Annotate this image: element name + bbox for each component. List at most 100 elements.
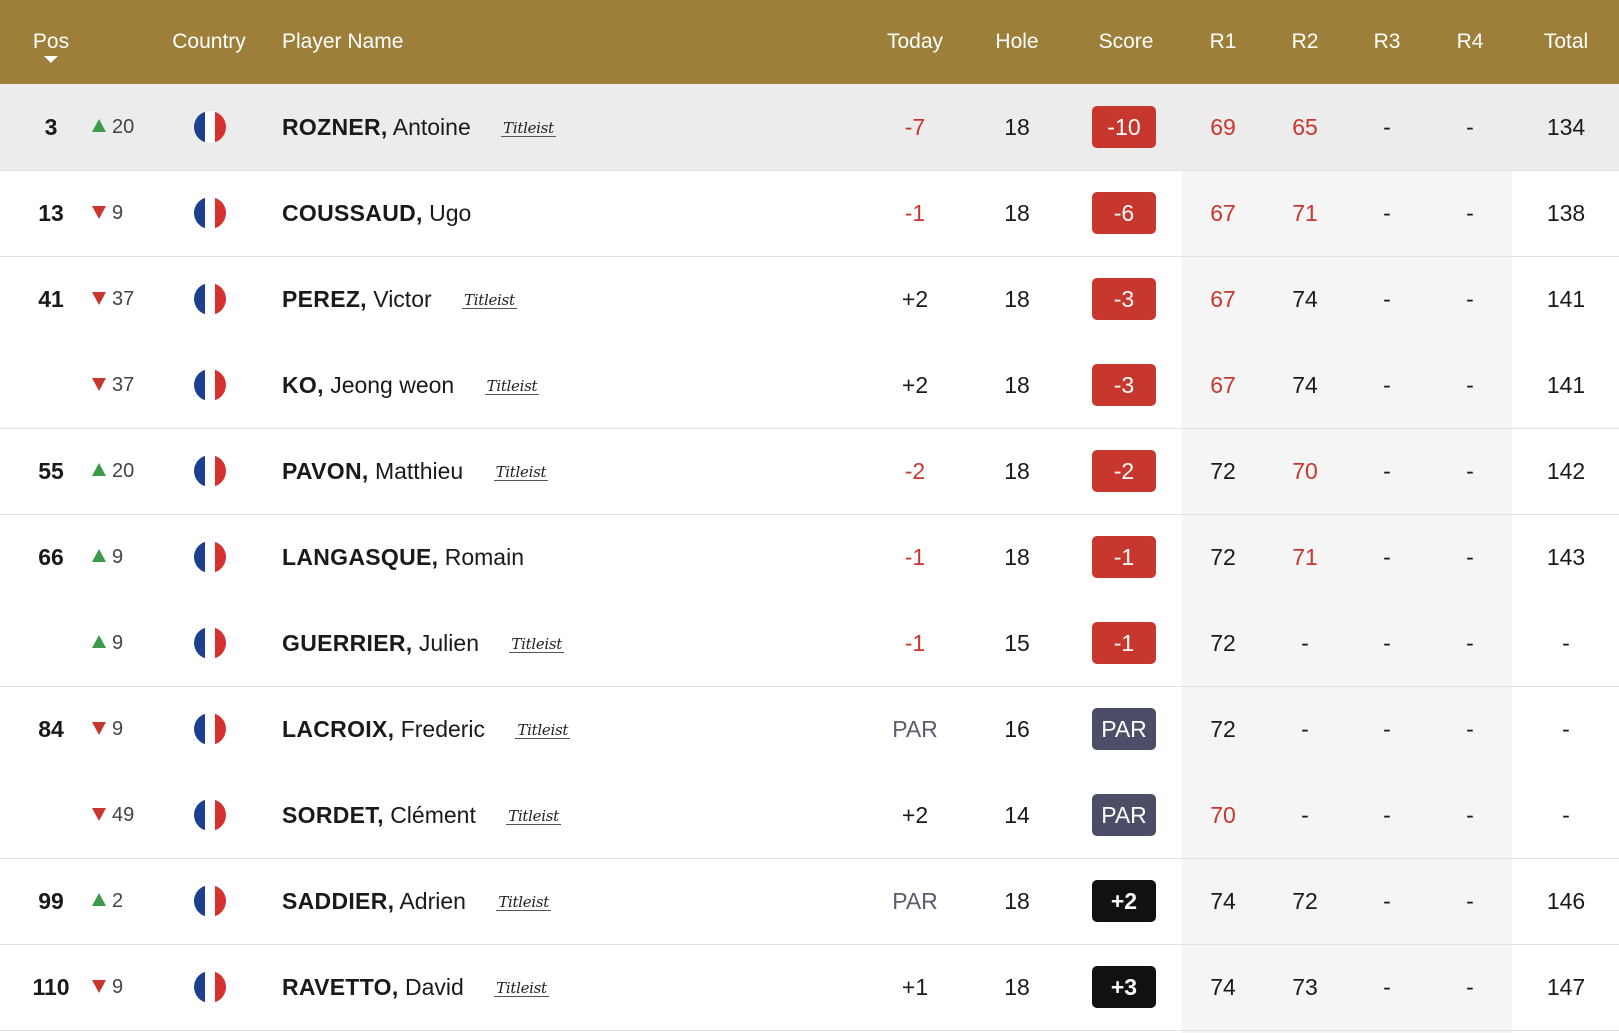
movement-value: 20 (112, 460, 135, 482)
round-3-score: - (1383, 802, 1391, 828)
position-movement: 9 (92, 514, 123, 600)
round-3-score: - (1383, 544, 1391, 570)
today-score: -1 (904, 544, 926, 570)
player-row[interactable]: 66 9 LANGASQUE, Romain -1 18 -1 72 71 - … (0, 514, 1619, 600)
sponsor-logo: Titleist (501, 119, 556, 138)
player-first-name: Ugo (429, 200, 472, 226)
position-movement: 9 (92, 170, 123, 256)
score-badge: PAR (1092, 794, 1156, 836)
round-1-score: 74 (1210, 974, 1236, 1000)
sponsor-logo: Titleist (462, 291, 517, 310)
sponsor-logo: Titleist (484, 377, 540, 396)
hole: 15 (1004, 630, 1030, 656)
player-first-name: Julien (418, 630, 479, 656)
row-divider (0, 428, 1619, 429)
hole: 18 (1004, 974, 1030, 1000)
position-movement: 9 (92, 944, 123, 1030)
player-name[interactable]: SADDIER, Adrien Titleist (282, 858, 551, 944)
total-score: 141 (1546, 286, 1586, 312)
player-row[interactable]: 37 KO, Jeong weon Titleist +2 18 -3 67 7… (0, 342, 1619, 429)
round-3-score: - (1383, 458, 1391, 484)
france-flag-icon (194, 971, 226, 1003)
arrow-up-icon (92, 635, 106, 649)
player-name[interactable]: GUERRIER, Julien Titleist (282, 600, 565, 686)
round-4-score: - (1466, 974, 1474, 1000)
arrow-down-icon (92, 378, 106, 392)
player-name[interactable]: ROZNER, Antoine Titleist (282, 84, 556, 170)
movement-value: 9 (112, 718, 124, 740)
player-row[interactable]: 9 GUERRIER, Julien Titleist -1 15 -1 72 … (0, 600, 1619, 687)
arrow-down-icon (92, 206, 106, 220)
hole: 18 (1004, 372, 1030, 398)
position-movement: 2 (92, 858, 123, 944)
score-badge: -1 (1092, 622, 1156, 664)
france-flag-icon (194, 713, 226, 745)
sort-down-icon (44, 56, 58, 63)
hole: 18 (1004, 286, 1030, 312)
arrow-up-icon (92, 893, 106, 907)
player-row[interactable]: 84 9 LACROIX, Frederic Titleist PAR 16 P… (0, 686, 1619, 772)
player-row[interactable]: 55 20 PAVON, Matthieu Titleist -2 18 -2 … (0, 428, 1619, 515)
player-row[interactable]: 13 9 COUSSAUD, Ugo -1 18 -6 67 71 - - 13… (0, 170, 1619, 257)
round-2-score: - (1301, 716, 1309, 742)
player-first-name: Jeong weon (330, 372, 455, 398)
round-3-score: - (1383, 716, 1391, 742)
player-name[interactable]: COUSSAUD, Ugo (282, 170, 471, 256)
pos-column-header[interactable]: Pos (33, 0, 69, 84)
movement-value: 9 (112, 202, 124, 224)
country-column-header: Country (172, 30, 246, 53)
hole: 14 (1004, 802, 1030, 828)
player-last-name: KO, (282, 372, 324, 398)
round-2-score: 65 (1292, 114, 1318, 140)
today-score: +2 (901, 372, 929, 398)
player-name[interactable]: PAVON, Matthieu Titleist (282, 428, 549, 514)
sponsor-logo: Titleist (493, 463, 549, 482)
player-first-name: Victor (373, 286, 432, 312)
leaderboard-body: 3 20 ROZNER, Antoine Titleist -7 18 -10 … (0, 84, 1619, 1033)
position: 99 (38, 888, 64, 914)
player-name[interactable]: LANGASQUE, Romain (282, 514, 524, 600)
player-name[interactable]: PEREZ, Victor Titleist (282, 256, 517, 342)
total-score: 138 (1546, 200, 1586, 226)
player-row[interactable]: 3 20 ROZNER, Antoine Titleist -7 18 -10 … (0, 84, 1619, 171)
player-row[interactable]: 99 2 SADDIER, Adrien Titleist PAR 18 +2 … (0, 858, 1619, 945)
player-name[interactable]: LACROIX, Frederic Titleist (282, 686, 571, 772)
movement-value: 9 (112, 632, 124, 654)
player-row[interactable]: 49 SORDET, Clément Titleist +2 14 PAR 70… (0, 772, 1619, 859)
round-4-score: - (1466, 716, 1474, 742)
arrow-up-icon (92, 119, 106, 133)
row-divider (0, 858, 1619, 859)
player-row[interactable]: 110 9 RAVETTO, David Titleist +1 18 +3 7… (0, 944, 1619, 1031)
player-first-name: Antoine (392, 114, 471, 140)
row-divider (0, 944, 1619, 945)
position: 66 (38, 544, 64, 570)
r1-column-header: R1 (1209, 30, 1237, 53)
player-name[interactable]: SORDET, Clément Titleist (282, 772, 561, 858)
score-badge: -2 (1092, 450, 1156, 492)
france-flag-icon (194, 283, 226, 315)
france-flag-icon (194, 111, 226, 143)
round-4-score: - (1466, 630, 1474, 656)
player-name[interactable]: RAVETTO, David Titleist (282, 944, 549, 1030)
row-divider (0, 1030, 1619, 1031)
position-movement: 20 (92, 84, 134, 170)
player-name[interactable]: KO, Jeong weon Titleist (282, 342, 540, 428)
round-1-score: 72 (1210, 544, 1236, 570)
round-1-score: 67 (1210, 286, 1236, 312)
round-1-score: 72 (1210, 458, 1236, 484)
pos-header-label: Pos (32, 30, 70, 53)
movement-value: 9 (112, 976, 124, 998)
round-2-score: 71 (1292, 200, 1318, 226)
score-badge: PAR (1092, 708, 1156, 750)
hole: 18 (1004, 544, 1030, 570)
round-3-score: - (1383, 888, 1391, 914)
arrow-down-icon (92, 292, 106, 306)
sponsor-logo: Titleist (515, 721, 571, 740)
round-4-score: - (1466, 458, 1474, 484)
r4-column-header: R4 (1456, 30, 1484, 53)
player-row[interactable]: 41 37 PEREZ, Victor Titleist +2 18 -3 67… (0, 256, 1619, 342)
arrow-down-icon (92, 980, 106, 994)
score-badge: +3 (1092, 966, 1156, 1008)
position: 41 (38, 286, 64, 312)
total-score: - (1562, 802, 1570, 828)
